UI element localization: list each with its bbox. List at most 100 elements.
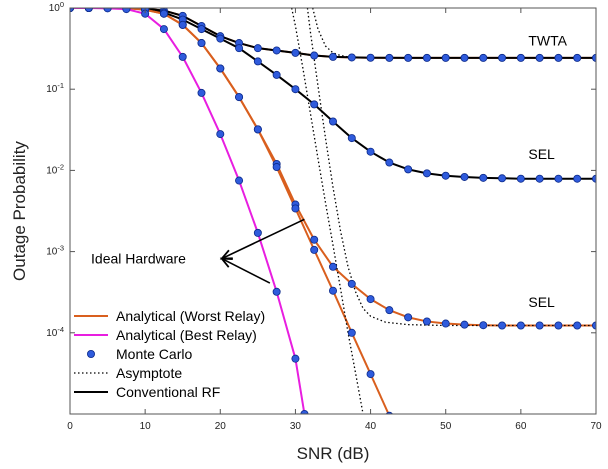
annotation-twta-0: TWTA bbox=[528, 32, 567, 48]
x-tick-label-0: 0 bbox=[67, 421, 73, 432]
monte-carlo-point-worst-sel-20 bbox=[441, 319, 450, 328]
monte-carlo-point-worst-sel-19 bbox=[422, 317, 431, 326]
x-tick-label-4: 40 bbox=[365, 421, 377, 432]
annotation-arrow-1 bbox=[219, 257, 271, 284]
monte-carlo-point-conventional-sel-8 bbox=[216, 34, 225, 43]
x-tick-label-2: 20 bbox=[215, 421, 227, 432]
monte-carlo-point-conventional-sel-7 bbox=[197, 25, 206, 34]
series-line-worst-ideal bbox=[70, 8, 390, 414]
monte-carlo-point-conventional-sel-13 bbox=[310, 100, 319, 109]
monte-carlo-point-worst-sel-16 bbox=[366, 295, 375, 304]
plot-area-frame bbox=[69, 7, 597, 415]
monte-carlo-point-conventional-sel-12 bbox=[291, 85, 300, 94]
monte-carlo-point-best-ideal-6 bbox=[178, 52, 187, 61]
monte-carlo-point-conventional-sel-17 bbox=[385, 158, 394, 167]
monte-carlo-point-best-ideal-10 bbox=[253, 228, 262, 237]
y-tick-label-0: 100 bbox=[49, 0, 64, 14]
series-line-asymptote-twta bbox=[312, 8, 596, 59]
monte-carlo-point-conventional-sel-28 bbox=[592, 174, 596, 183]
monte-carlo-point-worst-twta-15 bbox=[347, 53, 356, 62]
monte-carlo-point-conventional-sel-26 bbox=[554, 174, 563, 183]
monte-carlo-point-worst-ideal-9 bbox=[235, 93, 244, 102]
marker-layer bbox=[70, 8, 596, 414]
monte-carlo-point-worst-twta-11 bbox=[272, 46, 281, 55]
legend-label-0: Analytical (Worst Relay) bbox=[116, 308, 265, 324]
legend: Analytical (Worst Relay) Analytical (Best… bbox=[74, 308, 265, 400]
monte-carlo-point-worst-ideal-8 bbox=[216, 64, 225, 73]
y-tick-label-4: 10-4 bbox=[46, 325, 64, 339]
legend-label-1: Analytical (Best Relay) bbox=[116, 327, 257, 343]
y-tick-label-3: 10-3 bbox=[46, 244, 64, 258]
y-tick-label-2: 10-2 bbox=[46, 162, 64, 176]
legend-item-1: Analytical (Best Relay) bbox=[74, 327, 257, 343]
monte-carlo-point-conventional-sel-10 bbox=[253, 57, 262, 66]
series-line-asymptote-best bbox=[291, 8, 364, 414]
y-tick-label-1: 10-1 bbox=[46, 81, 64, 95]
series-line-worst-twta bbox=[70, 8, 596, 59]
monte-carlo-point-best-ideal-11 bbox=[272, 287, 281, 296]
monte-carlo-point-worst-twta-21 bbox=[460, 53, 469, 62]
annotation-sel-2: SEL bbox=[528, 294, 555, 310]
monte-carlo-point-worst-twta-24 bbox=[516, 53, 525, 62]
monte-carlo-point-worst-twta-19 bbox=[422, 53, 431, 62]
monte-carlo-point-worst-ideal-10 bbox=[253, 125, 262, 134]
monte-carlo-point-worst-twta-22 bbox=[479, 53, 488, 62]
monte-carlo-point-worst-sel-25 bbox=[535, 321, 544, 330]
monte-carlo-point-conventional-sel-27 bbox=[573, 174, 582, 183]
monte-carlo-point-conventional-sel-9 bbox=[235, 44, 244, 53]
monte-carlo-point-worst-sel-17 bbox=[385, 306, 394, 315]
monte-carlo-point-worst-ideal-17 bbox=[385, 411, 393, 414]
monte-carlo-point-conventional-sel-19 bbox=[422, 169, 431, 178]
monte-carlo-point-worst-twta-28 bbox=[592, 53, 596, 62]
monte-carlo-point-best-ideal-7 bbox=[197, 88, 206, 97]
monte-carlo-point-best-ideal-12 bbox=[291, 354, 300, 363]
monte-carlo-point-worst-twta-25 bbox=[535, 53, 544, 62]
monte-carlo-point-conventional-sel-11 bbox=[272, 70, 281, 79]
monte-carlo-point-conventional-sel-16 bbox=[366, 147, 375, 156]
monte-carlo-point-worst-sel-23 bbox=[498, 321, 507, 330]
monte-carlo-point-worst-twta-18 bbox=[404, 53, 413, 62]
annotation-ideal-hardware-3: Ideal Hardware bbox=[91, 251, 186, 267]
series-line-conventional-twta bbox=[70, 8, 596, 59]
x-tick-label-6: 60 bbox=[515, 421, 527, 432]
monte-carlo-point-worst-twta-10 bbox=[253, 44, 262, 53]
monte-carlo-point-best-ideal-9 bbox=[235, 176, 244, 185]
monte-carlo-point-conventional-sel-15 bbox=[347, 134, 356, 143]
monte-carlo-point-conventional-sel-22 bbox=[479, 173, 488, 182]
monte-carlo-point-best-ideal-1 bbox=[84, 8, 93, 12]
legend-item-2: Monte Carlo bbox=[87, 346, 192, 362]
monte-carlo-point-conventional-sel-20 bbox=[441, 171, 450, 180]
monte-carlo-point-worst-ideal-16 bbox=[366, 370, 375, 379]
annotation-layer: TWTA SEL SEL Ideal Hardware bbox=[91, 32, 568, 310]
monte-carlo-point-worst-ideal-14 bbox=[328, 286, 337, 295]
monte-carlo-point-conventional-sel-24 bbox=[516, 174, 525, 183]
legend-item-0: Analytical (Worst Relay) bbox=[74, 308, 265, 324]
monte-carlo-point-worst-sel-21 bbox=[460, 320, 469, 329]
monte-carlo-point-worst-ideal-7 bbox=[197, 39, 206, 48]
x-axis-label: SNR (dB) bbox=[297, 444, 370, 463]
monte-carlo-point-worst-sel-24 bbox=[516, 321, 525, 330]
x-tick-label-1: 10 bbox=[140, 421, 152, 432]
monte-carlo-point-worst-sel-27 bbox=[573, 321, 582, 330]
monte-carlo-point-conventional-sel-18 bbox=[404, 165, 413, 174]
monte-carlo-point-worst-twta-16 bbox=[366, 53, 375, 62]
series-line-conventional-sel bbox=[70, 8, 596, 180]
monte-carlo-point-worst-sel-13 bbox=[310, 235, 319, 244]
monte-carlo-point-worst-sel-18 bbox=[404, 313, 413, 322]
monte-carlo-point-conventional-sel-21 bbox=[460, 172, 469, 181]
monte-carlo-point-worst-sel-15 bbox=[347, 279, 356, 288]
legend-label-2: Monte Carlo bbox=[116, 346, 192, 362]
monte-carlo-point-worst-ideal-5 bbox=[159, 9, 168, 18]
tick-layer: 0 10 20 30 40 50 60 70 100 10-1 10-2 10-3 10-4 bbox=[46, 0, 602, 432]
legend-label-3: Asymptote bbox=[116, 365, 182, 381]
monte-carlo-point-worst-twta-12 bbox=[291, 48, 300, 57]
monte-carlo-point-worst-ideal-6 bbox=[178, 20, 187, 29]
monte-carlo-point-worst-sel-28 bbox=[592, 321, 596, 330]
monte-carlo-point-worst-twta-20 bbox=[441, 53, 450, 62]
monte-carlo-point-worst-sel-22 bbox=[479, 321, 488, 330]
monte-carlo-point-worst-ideal-12 bbox=[291, 204, 300, 213]
monte-carlo-point-conventional-sel-23 bbox=[498, 174, 507, 183]
monte-carlo-point-worst-twta-27 bbox=[573, 53, 582, 62]
monte-carlo-point-conventional-sel-25 bbox=[535, 174, 544, 183]
